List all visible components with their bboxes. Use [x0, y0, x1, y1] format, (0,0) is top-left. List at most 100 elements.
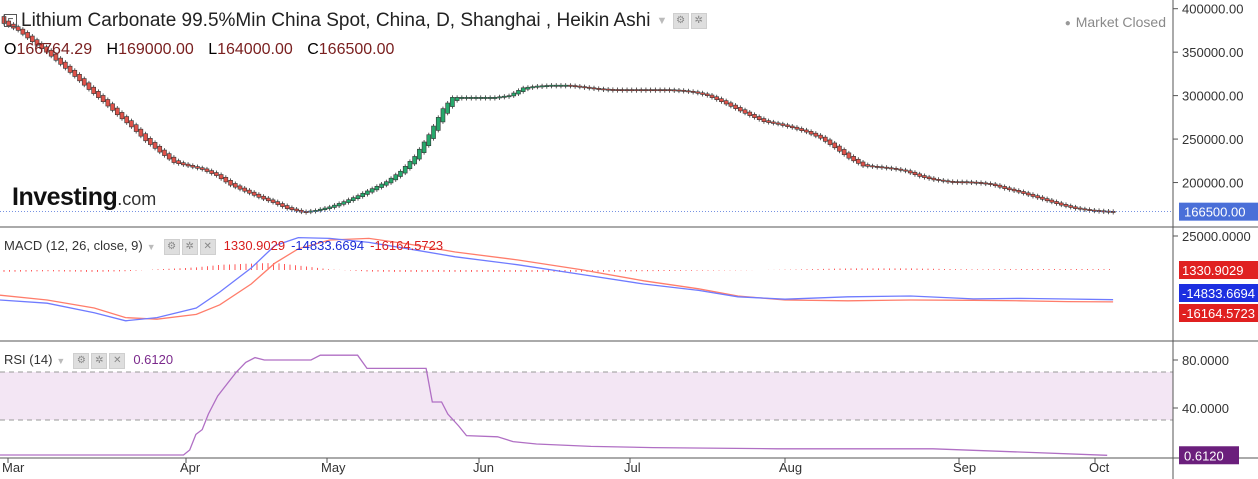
candle	[1058, 202, 1064, 206]
chevron-down-icon[interactable]: ▼	[146, 242, 156, 252]
candle	[804, 129, 809, 133]
macd-pane	[0, 236, 1114, 322]
candle	[837, 145, 842, 152]
close-icon[interactable]: ✕	[199, 238, 216, 255]
x-tick-label: Jun	[473, 460, 494, 475]
candle	[738, 107, 743, 112]
candle	[468, 97, 474, 99]
candle	[6, 20, 12, 27]
candle	[25, 32, 30, 39]
candle	[195, 166, 200, 169]
candle	[162, 149, 167, 156]
candle	[143, 133, 148, 142]
macd-legend[interactable]: MACD (12, 26, close, 9) ▼ ⚙ ✲ ✕ 1330.9029 -148…	[4, 238, 443, 255]
x-tick-label: May	[321, 460, 346, 475]
candle	[1007, 187, 1012, 191]
candle	[421, 141, 427, 153]
candle	[39, 42, 45, 49]
candle	[30, 35, 35, 43]
candle	[322, 207, 328, 210]
candle	[199, 167, 205, 170]
settings-icon[interactable]: ✲	[91, 352, 108, 369]
candle	[671, 89, 677, 92]
candle	[601, 88, 606, 91]
candle	[610, 89, 616, 91]
rsi-tag-label: 0.6120	[1184, 448, 1224, 463]
macd-line	[0, 236, 1114, 322]
candle	[898, 168, 904, 171]
candle	[1092, 209, 1097, 212]
candle	[629, 89, 635, 92]
candle	[20, 28, 26, 35]
candle	[620, 89, 625, 92]
candle	[105, 99, 111, 107]
candle	[232, 183, 238, 188]
candle	[379, 183, 384, 188]
candle	[907, 170, 913, 174]
candle	[1077, 207, 1083, 210]
candle	[44, 46, 49, 53]
candle	[681, 89, 686, 92]
candle	[586, 86, 592, 89]
collapse-icon[interactable]: −	[4, 14, 17, 28]
gear-icon[interactable]: ⚙	[73, 352, 90, 369]
candle	[332, 204, 337, 208]
candle	[884, 166, 889, 169]
candle	[261, 195, 266, 200]
candle	[138, 128, 144, 137]
candle	[936, 178, 941, 181]
rsi-legend[interactable]: RSI (14) ▼ ⚙ ✲ ✕ 0.6120	[4, 352, 173, 369]
chevron-down-icon[interactable]: ▼	[56, 356, 66, 366]
candle	[148, 138, 153, 145]
candle	[417, 148, 422, 160]
close-icon[interactable]: ✕	[109, 352, 126, 369]
candle	[63, 61, 68, 69]
ohlc-readout: O166764.29 H169000.00 L164000.00 C166500…	[4, 41, 404, 59]
candle	[667, 89, 672, 92]
rsi-value: 0.6120	[133, 352, 174, 367]
candle	[435, 117, 441, 131]
investing-logo: Investing.com	[12, 183, 157, 211]
market-status: ● Market Closed	[1064, 14, 1166, 30]
candle	[582, 86, 587, 89]
macd-tag-label: -14833.6694	[1182, 286, 1255, 301]
candle	[91, 86, 96, 94]
candle	[714, 96, 720, 100]
status-dot-icon: ●	[1064, 17, 1071, 29]
y-tick-label: 300000.00	[1182, 89, 1243, 104]
macd-line-value: -14833.6694	[291, 238, 365, 253]
candle	[431, 125, 436, 139]
rsi-value-tag	[1179, 446, 1239, 465]
candle	[218, 174, 224, 180]
candle	[492, 97, 498, 99]
y-tick-label: 200000.00	[1182, 176, 1243, 191]
candle	[520, 87, 526, 92]
title-text: Lithium Carbonate 99.5%Min China Spot, C…	[21, 10, 651, 31]
candle	[506, 95, 512, 98]
candle	[662, 89, 668, 92]
candle	[794, 126, 800, 130]
candle	[690, 90, 696, 93]
candle	[695, 91, 701, 94]
candle	[568, 84, 573, 87]
chevron-down-icon[interactable]: ▼	[656, 14, 668, 27]
settings-icon[interactable]: ✲	[181, 238, 198, 255]
gear-icon[interactable]: ⚙	[163, 238, 180, 255]
macd-signal-value: -16164.5723	[370, 238, 444, 253]
candle	[535, 85, 540, 88]
price-pane	[0, 14, 1173, 215]
candle	[483, 97, 488, 99]
candle	[615, 89, 620, 91]
y-tick-label: 25000.0000	[1182, 229, 1251, 244]
candle	[402, 166, 408, 174]
candle	[733, 104, 738, 109]
chart-title[interactable]: − Lithium Carbonate 99.5%Min China Spot, …	[4, 10, 709, 32]
candle	[67, 65, 73, 73]
candle	[157, 145, 163, 153]
candle	[204, 168, 210, 172]
candle	[747, 111, 753, 116]
candle	[657, 89, 663, 92]
candle	[780, 123, 786, 126]
gear-icon[interactable]: ⚙	[672, 12, 689, 29]
settings-icon[interactable]: ✲	[690, 12, 707, 29]
